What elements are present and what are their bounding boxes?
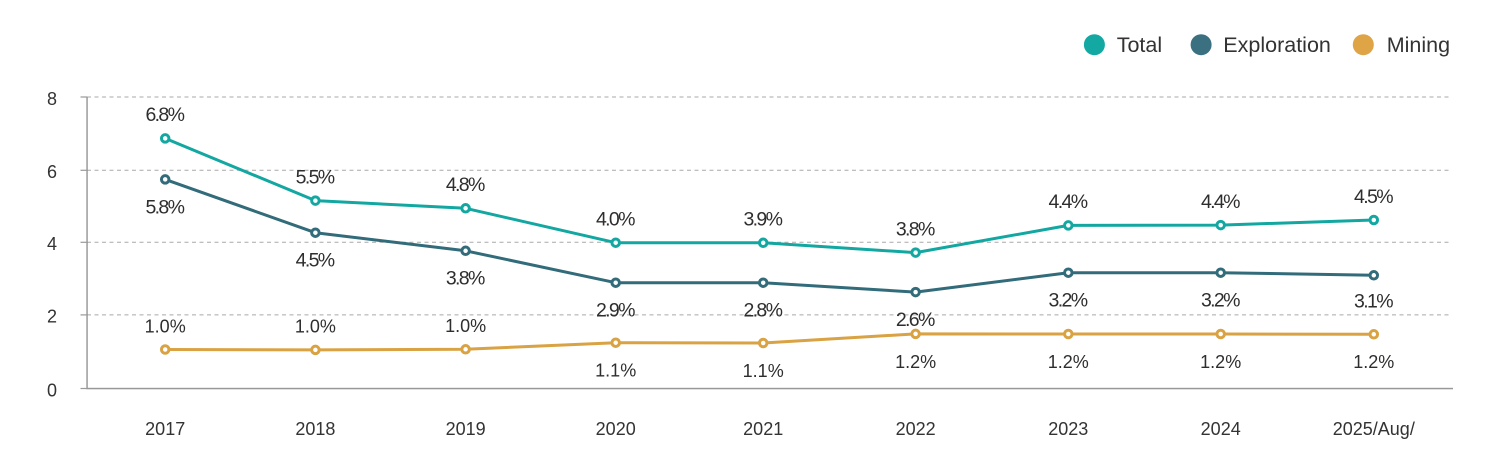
svg-text:4.0%: 4.0% <box>596 209 636 231</box>
svg-text:1.2%: 1.2% <box>895 352 936 372</box>
svg-text:3.8%: 3.8% <box>896 218 936 240</box>
svg-text:2024: 2024 <box>1201 419 1241 439</box>
svg-text:Exploration: Exploration <box>1223 33 1331 57</box>
svg-text:1.0%: 1.0% <box>145 316 186 336</box>
svg-text:5.8%: 5.8% <box>145 196 185 218</box>
svg-text:2017: 2017 <box>145 419 185 439</box>
svg-text:1.2%: 1.2% <box>1048 352 1089 372</box>
svg-text:6.8%: 6.8% <box>145 104 185 126</box>
svg-text:4.4%: 4.4% <box>1201 191 1241 213</box>
svg-text:5.5%: 5.5% <box>296 166 336 188</box>
svg-text:1.0%: 1.0% <box>445 316 486 336</box>
svg-text:2020: 2020 <box>596 419 636 439</box>
svg-text:2022: 2022 <box>896 419 936 439</box>
svg-text:1.1%: 1.1% <box>743 361 784 381</box>
svg-text:3.8%: 3.8% <box>446 268 486 290</box>
svg-text:2019: 2019 <box>446 419 486 439</box>
svg-text:2: 2 <box>47 307 57 327</box>
svg-text:0: 0 <box>47 380 57 400</box>
svg-text:2.9%: 2.9% <box>596 300 636 322</box>
svg-text:3.2%: 3.2% <box>1049 290 1089 312</box>
svg-text:Total: Total <box>1117 33 1162 57</box>
svg-text:3.1%: 3.1% <box>1354 291 1394 313</box>
svg-text:3.2%: 3.2% <box>1201 290 1241 312</box>
svg-text:2021: 2021 <box>743 419 783 439</box>
svg-text:2025/Aug/: 2025/Aug/ <box>1333 419 1415 439</box>
svg-text:4.5%: 4.5% <box>1354 186 1394 208</box>
svg-text:2018: 2018 <box>295 419 335 439</box>
svg-text:6: 6 <box>47 162 57 182</box>
svg-text:1.0%: 1.0% <box>295 317 336 337</box>
svg-text:2023: 2023 <box>1048 419 1088 439</box>
svg-text:1.2%: 1.2% <box>1200 352 1241 372</box>
svg-text:4.8%: 4.8% <box>446 174 486 196</box>
svg-text:4: 4 <box>47 234 57 254</box>
svg-text:4.5%: 4.5% <box>296 250 336 272</box>
svg-text:1.1%: 1.1% <box>595 361 636 381</box>
svg-text:1.2%: 1.2% <box>1353 352 1394 372</box>
svg-text:2.6%: 2.6% <box>896 309 936 331</box>
svg-text:3.9%: 3.9% <box>743 209 783 231</box>
svg-text:2.8%: 2.8% <box>743 300 783 322</box>
svg-text:Mining: Mining <box>1387 33 1450 57</box>
svg-text:8: 8 <box>47 89 57 109</box>
svg-text:4.4%: 4.4% <box>1049 191 1089 213</box>
